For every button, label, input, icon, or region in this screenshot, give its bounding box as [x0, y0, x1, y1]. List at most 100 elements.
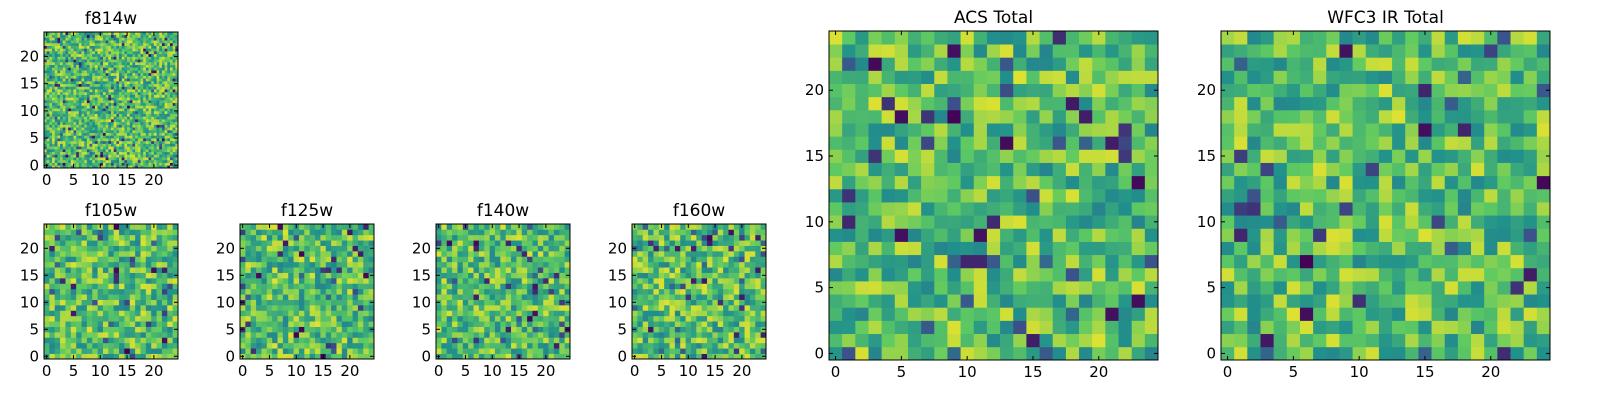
- heatmap-cell: [54, 116, 58, 120]
- heatmap-cell: [723, 342, 729, 349]
- heatmap-cell: [140, 51, 144, 55]
- heatmap-cell: [347, 305, 353, 311]
- heatmap-cell: [76, 108, 80, 112]
- heatmap-cell: [478, 353, 485, 360]
- heatmap-cell: [94, 86, 98, 90]
- heatmap-cell: [92, 48, 96, 52]
- heatmap-cell: [532, 315, 539, 322]
- heatmap-cell: [527, 294, 533, 300]
- heatmap-cell: [527, 299, 533, 306]
- heatmap-cell: [81, 64, 85, 68]
- heatmap-cell: [97, 283, 104, 290]
- heatmap-cell: [266, 234, 273, 241]
- heatmap-cell: [153, 70, 157, 74]
- heatmap-cell: [282, 332, 289, 338]
- heatmap-cell: [81, 326, 88, 333]
- heatmap-cell: [484, 224, 490, 230]
- heatmap-cell: [57, 124, 61, 128]
- heatmap-cell: [315, 224, 321, 230]
- heatmap-cell: [760, 256, 767, 263]
- heatmap-cell: [137, 140, 141, 144]
- heatmap-cell: [140, 83, 144, 87]
- heatmap-cell: [137, 53, 141, 57]
- heatmap-cell: [161, 127, 165, 131]
- heatmap-cell: [70, 332, 77, 338]
- heatmap-cell: [49, 124, 53, 128]
- heatmap-cell: [648, 337, 654, 344]
- heatmap-cell: [169, 148, 173, 153]
- heatmap-cell: [685, 315, 692, 322]
- heatmap-cell: [97, 256, 104, 263]
- heatmap-cell: [92, 261, 98, 268]
- heatmap-cell: [680, 315, 686, 322]
- y-tick-label: 0: [29, 347, 39, 365]
- heatmap-cell: [164, 113, 168, 117]
- heatmap-cell: [97, 86, 101, 90]
- heatmap-cell: [167, 251, 173, 257]
- heatmap-cell: [266, 315, 273, 322]
- heatmap-cell: [94, 127, 98, 131]
- heatmap-cell: [331, 326, 337, 333]
- heatmap-cell: [478, 348, 485, 354]
- heatmap-cell: [135, 321, 141, 327]
- heatmap-cell: [44, 40, 48, 44]
- heatmap-cell: [653, 283, 660, 290]
- heatmap-cell: [111, 89, 115, 93]
- heatmap-cell: [113, 321, 120, 327]
- heatmap-cell: [113, 278, 120, 284]
- heatmap-cell: [78, 102, 82, 106]
- heatmap-cell: [315, 256, 321, 263]
- heatmap-cell: [159, 56, 163, 60]
- heatmap-cell: [473, 348, 480, 354]
- heatmap-cell: [73, 119, 77, 123]
- heatmap-cell: [309, 310, 316, 317]
- heatmap-cell: [86, 113, 90, 117]
- heatmap-cell: [57, 108, 61, 112]
- heatmap-cell: [167, 75, 171, 79]
- heatmap-cell: [140, 135, 144, 139]
- heatmap-cell: [86, 72, 90, 76]
- heatmap-cell: [169, 165, 173, 169]
- heatmap-cell: [135, 283, 141, 290]
- heatmap-cell: [44, 140, 48, 144]
- heatmap-cell: [84, 53, 88, 57]
- heatmap-cell: [161, 159, 165, 163]
- heatmap-cell: [527, 337, 533, 344]
- heatmap-cell: [148, 108, 152, 112]
- heatmap-cell: [140, 283, 147, 290]
- heatmap-cell: [548, 294, 555, 300]
- heatmap-cell: [669, 305, 676, 311]
- heatmap-cell: [78, 42, 82, 46]
- heatmap-cell: [73, 48, 77, 52]
- heatmap-cell: [511, 315, 517, 322]
- heatmap-cell: [62, 157, 66, 161]
- heatmap-cell: [363, 299, 369, 306]
- heatmap-cell: [94, 113, 98, 117]
- heatmap-cell: [167, 129, 171, 133]
- heatmap-cell: [140, 151, 144, 155]
- heatmap-cell: [73, 132, 77, 136]
- heatmap-cell: [441, 234, 448, 241]
- heatmap-cell: [172, 256, 179, 263]
- heatmap-cell: [44, 162, 48, 166]
- heatmap-cell: [119, 37, 123, 41]
- heatmap-cell: [532, 305, 539, 311]
- heatmap-cell: [553, 342, 560, 349]
- heatmap-cell: [86, 56, 90, 60]
- heatmap-cell: [145, 61, 149, 65]
- heatmap-cell: [505, 342, 512, 349]
- heatmap-cell: [484, 348, 490, 354]
- heatmap-cell: [68, 157, 72, 161]
- heatmap-cell: [49, 162, 53, 166]
- heatmap-cell: [46, 64, 50, 68]
- heatmap-cell: [755, 261, 761, 268]
- heatmap-cell: [65, 100, 69, 104]
- heatmap-cell: [161, 78, 165, 82]
- heatmap-cell: [553, 321, 560, 327]
- heatmap-cell: [102, 278, 109, 284]
- heatmap-cell: [140, 61, 144, 65]
- heatmap-cell: [46, 143, 50, 147]
- heatmap-cell: [658, 305, 665, 311]
- heatmap-cell: [288, 315, 294, 322]
- heatmap-cell: [135, 315, 141, 322]
